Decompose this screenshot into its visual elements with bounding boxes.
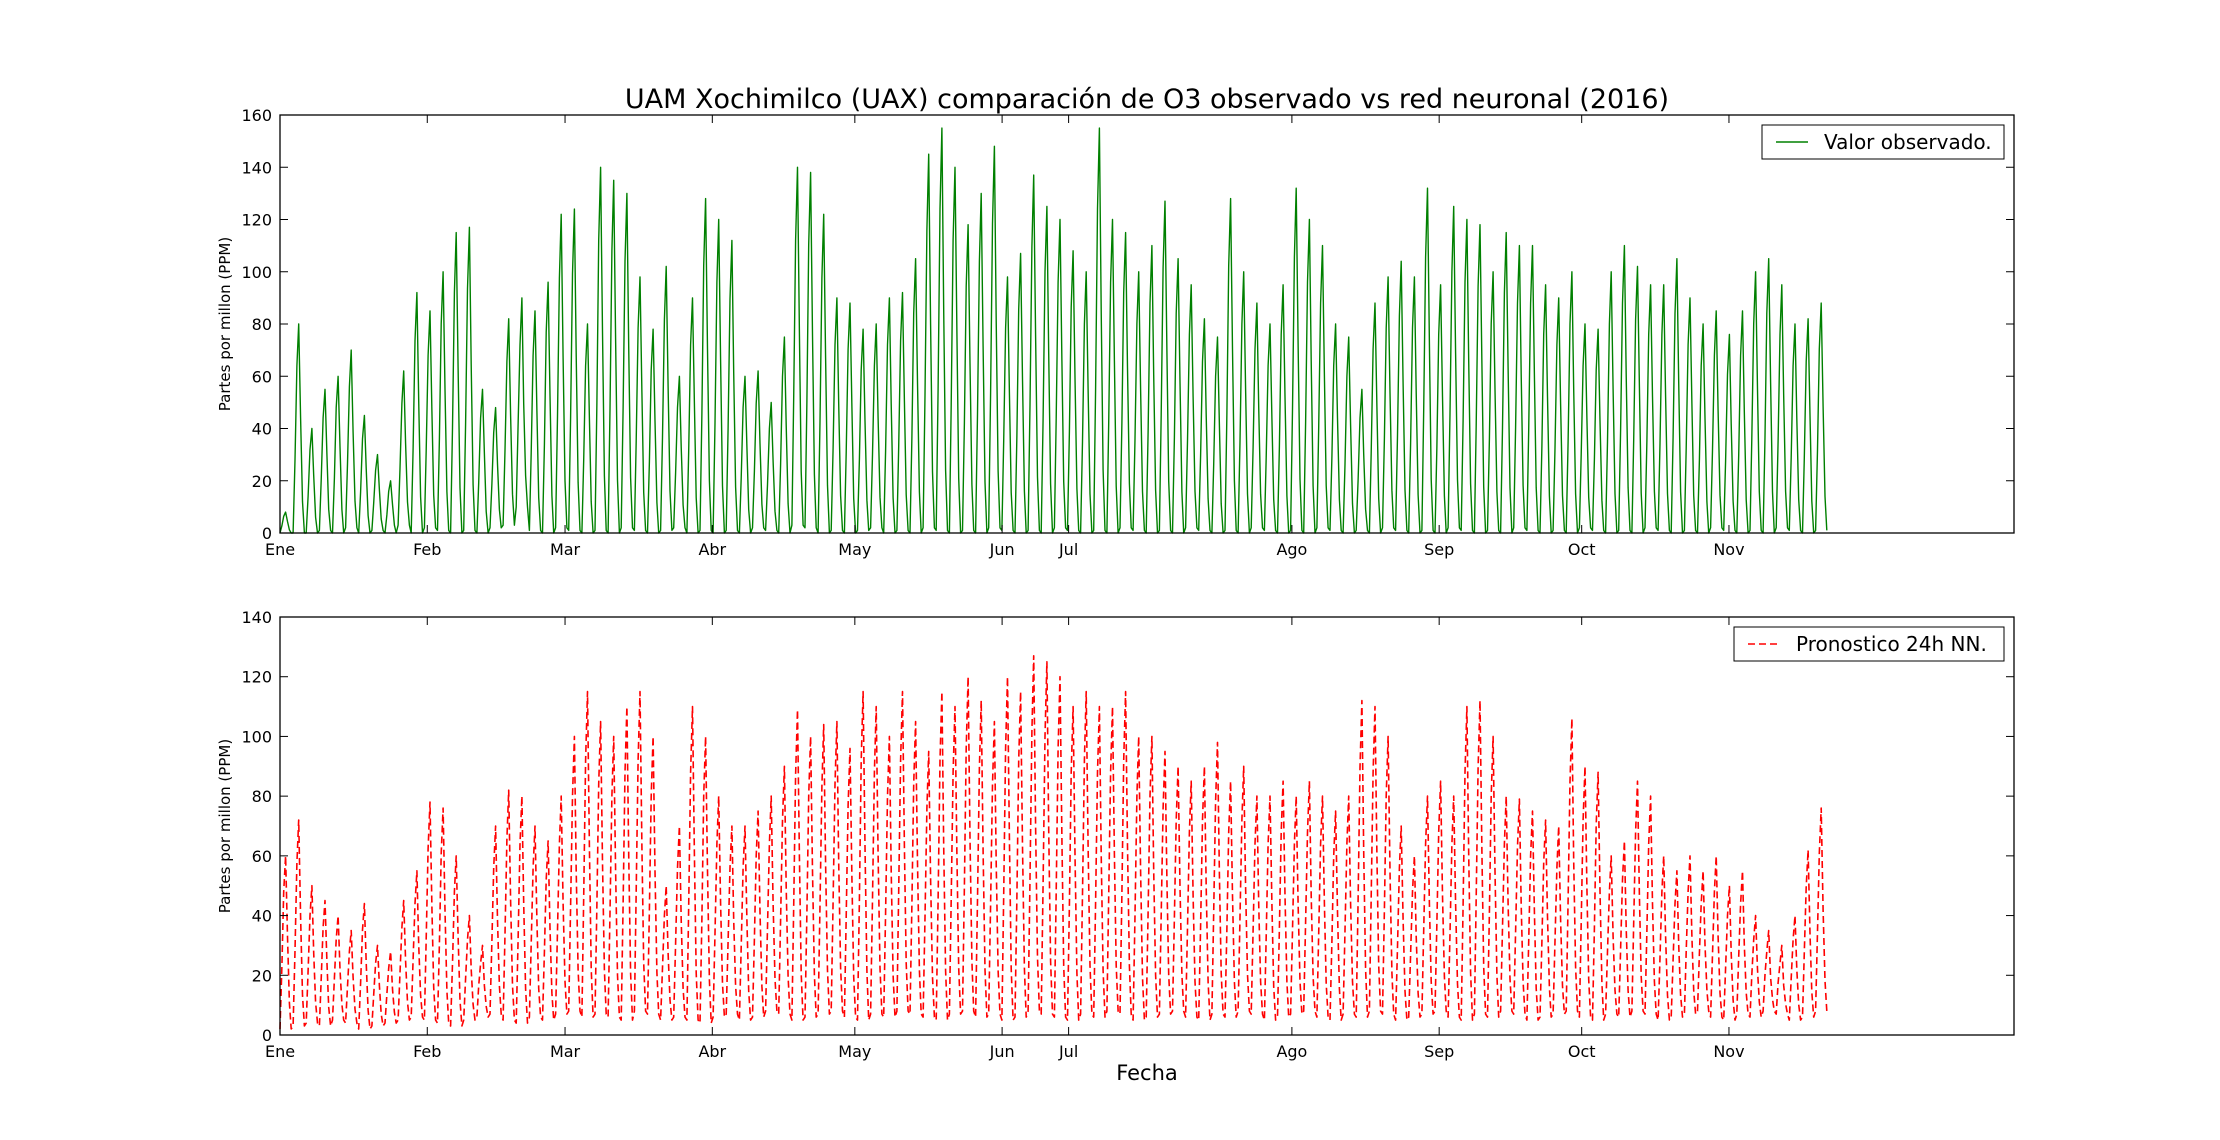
y-tick-label: 20 — [252, 966, 272, 985]
x-tick-label: Nov — [1713, 540, 1744, 559]
x-tick-label: Jul — [1058, 1042, 1078, 1061]
subplot-observed: 0 20 40 60 80 100 120 140 160 Ene Feb Mar Abr May Jun J… — [216, 106, 2015, 559]
y-axis-label: Partes por millon (PPM) — [216, 237, 234, 411]
y-tick-label: 140 — [241, 608, 272, 627]
y-tick-label: 160 — [241, 106, 272, 125]
series-line-forecast — [279, 654, 1828, 1030]
legend: Valor observado. — [1761, 124, 2005, 160]
series-line-observed — [279, 127, 1828, 534]
y-tick-label: 100 — [241, 727, 272, 746]
x-tick-label: Mar — [550, 540, 581, 559]
x-tick-label: Ene — [265, 1042, 295, 1061]
y-tick-label: 120 — [241, 211, 272, 230]
y-tick-label: 80 — [252, 787, 272, 806]
y-tick-label: 60 — [252, 847, 272, 866]
x-tick-label: May — [838, 540, 871, 559]
x-tick-label: Feb — [413, 1042, 441, 1061]
axes-frame — [279, 616, 2015, 1036]
y-tick-label: 0 — [262, 524, 272, 543]
y-tick-label: 140 — [241, 158, 272, 177]
y-tick-label: 80 — [252, 315, 272, 334]
x-tick-label: Sep — [1424, 540, 1454, 559]
y-tick-label: 100 — [241, 263, 272, 282]
legend: Pronostico 24h NN. — [1733, 626, 2005, 662]
x-tick-label: Mar — [550, 1042, 581, 1061]
x-tick-label: Oct — [1568, 1042, 1596, 1061]
subplot-forecast: 0 20 40 60 80 100 120 140 Ene Feb Mar Abr May Jun Jul A… — [216, 608, 2015, 1061]
y-axis-label: Partes por millon (PPM) — [216, 739, 234, 913]
x-tick-label: Jun — [989, 540, 1015, 559]
x-tick-label: Jul — [1058, 540, 1078, 559]
legend-box — [1733, 626, 2005, 662]
y-tick-label: 20 — [252, 472, 272, 491]
x-tick-label: Abr — [698, 1042, 726, 1061]
y-tick-label: 0 — [262, 1026, 272, 1045]
x-tick-label: Sep — [1424, 1042, 1454, 1061]
x-tick-label: Oct — [1568, 540, 1596, 559]
x-tick-label: Nov — [1713, 1042, 1744, 1061]
y-tick-label: 120 — [241, 668, 272, 687]
figure-title: UAM Xochimilco (UAX) comparación de O3 o… — [625, 84, 1669, 115]
x-tick-label: Feb — [413, 540, 441, 559]
y-tick-label: 60 — [252, 367, 272, 386]
x-tick-label: Ago — [1276, 1042, 1307, 1061]
x-tick-label: Ene — [265, 540, 295, 559]
x-tick-label: Abr — [698, 540, 726, 559]
x-tick-label: May — [838, 1042, 871, 1061]
x-axis-label: Fecha — [1116, 1061, 1178, 1085]
x-tick-label: Jun — [989, 1042, 1015, 1061]
legend-label: Valor observado. — [1824, 130, 1992, 154]
y-tick-label: 40 — [252, 907, 272, 926]
y-tick-label: 40 — [252, 420, 272, 439]
x-tick-label: Ago — [1276, 540, 1307, 559]
legend-label: Pronostico 24h NN. — [1796, 632, 1987, 656]
